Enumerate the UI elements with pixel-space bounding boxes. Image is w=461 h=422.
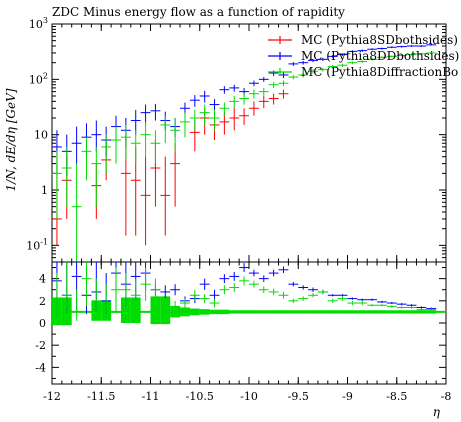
ratio-uncertainty-band (160, 296, 171, 325)
x-tick-label: -9 (342, 390, 353, 403)
y-tick-label: 102 (29, 71, 48, 86)
ratio-uncertainty-band (150, 296, 161, 325)
x-tick-label: -10.5 (186, 390, 214, 403)
ratio-y-tick-label: 0 (39, 317, 46, 330)
x-tick-label: -9.5 (288, 390, 309, 403)
y-tick-label: 10-1 (26, 237, 48, 252)
upper-points (52, 44, 437, 262)
ratio-y-tick-label: 2 (39, 295, 46, 308)
ratio-points (52, 262, 437, 321)
x-tick-label: -12 (43, 390, 61, 403)
ratio-frame (51, 261, 447, 385)
legend: MC (Pythia8SDbothsides) MC (Pythia8DDboth… (268, 33, 459, 79)
x-tick-label: -8 (441, 390, 452, 403)
x-tick-label: -11.5 (87, 390, 115, 403)
legend-entry-label: MC (Pythia8DiffractionBo (301, 65, 458, 79)
y-tick-label: 10 (34, 129, 48, 142)
ratio-uncertainty-band (120, 297, 131, 323)
x-tick-label: -10 (240, 390, 258, 403)
y-tick-label: 103 (29, 16, 48, 31)
ratio-y-tick-label: -2 (35, 339, 46, 352)
ratio-y-tick-label: 4 (39, 273, 46, 286)
y-tick-label: 1 (41, 184, 48, 197)
legend-entry-label: MC (Pythia8SDbothsides) (301, 33, 458, 47)
ratio-plot: -12 -11.5 -11 -10.5 -10 -9.5 -9 -8.5 -8 -4 -2 0 2 4 (35, 24, 451, 403)
x-axis-label: η (433, 405, 441, 419)
x-tick-label: -11 (142, 390, 160, 403)
x-tick-label: -8.5 (386, 390, 407, 403)
y-axis-label: 1/N, dE/dη [GeV] (4, 88, 18, 191)
legend-entry-label: MC (Pythia8DDbothsides) (301, 49, 459, 63)
chart-title: ZDC Minus energy flow as a function of r… (52, 5, 345, 19)
ratio-y-tick-label: -4 (35, 361, 46, 374)
upper-plot: 10-1 1 10 102 103 (26, 16, 447, 263)
